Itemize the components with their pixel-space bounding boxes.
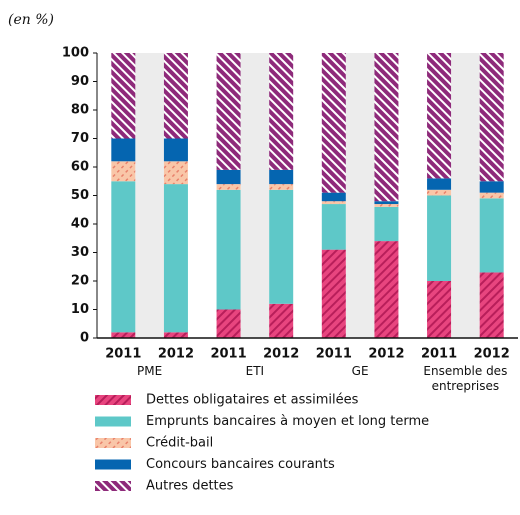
bar-segment (321, 53, 346, 193)
x-tick-label: 2012 (474, 347, 510, 362)
y-tick-label: 60 (71, 160, 89, 175)
unit-label: (en %) (8, 12, 54, 28)
bar-segment (427, 53, 452, 179)
legend-label: Concours bancaires courants (146, 457, 335, 472)
legend-swatch (95, 459, 131, 470)
group-label: ETI (245, 364, 265, 378)
bar-segment (321, 204, 346, 250)
bar-segment (163, 53, 188, 139)
bar-segment (216, 189, 241, 310)
bar-segment (479, 181, 504, 193)
y-tick-label: 80 (71, 103, 89, 118)
y-tick-label: 70 (71, 131, 89, 146)
bar-segment (269, 184, 294, 190)
bar-segment (111, 181, 136, 333)
legend-label: Crédit-bail (146, 436, 213, 451)
y-tick-label: 40 (71, 217, 89, 232)
y-tick-label: 30 (71, 245, 89, 260)
bar-segment (479, 53, 504, 182)
y-tick-label: 50 (71, 188, 89, 203)
legend-label: Autres dettes (146, 479, 234, 494)
background-band (345, 53, 375, 338)
legend-label: Emprunts bancaires à moyen et long terme (146, 414, 429, 429)
group-label: PME (137, 364, 163, 378)
background-band (451, 53, 480, 338)
bar-segment (479, 198, 504, 273)
x-tick-label: 2012 (368, 347, 404, 362)
bar-segment (427, 195, 452, 281)
bar-segment (321, 249, 346, 338)
x-tick-label: 2012 (263, 347, 299, 362)
bar-segment (216, 53, 241, 170)
bar-segment (374, 206, 399, 242)
legend-swatch (95, 438, 131, 448)
bar-segment (269, 53, 294, 170)
bar-segment (321, 192, 346, 202)
bar-segment (216, 184, 241, 190)
background-band (240, 53, 270, 338)
bar-segment (163, 161, 188, 185)
bar-segment (479, 272, 504, 338)
bar-segment (269, 169, 294, 185)
bar-segment (321, 201, 346, 205)
bar-segment (427, 178, 452, 190)
bar-segment (269, 303, 294, 338)
bar-segment (269, 189, 294, 304)
x-tick-label: 2011 (210, 347, 246, 362)
bar-segment (374, 53, 399, 202)
group-label: Ensemble des entreprises (423, 364, 508, 393)
x-tick-label: 2011 (421, 347, 457, 362)
bar-segment (163, 138, 188, 162)
bar-segment (111, 332, 136, 338)
y-tick-label: 100 (62, 46, 89, 61)
x-tick-label: 2012 (158, 347, 194, 362)
bar-segment (216, 169, 241, 185)
legend-label: Dettes obligataires et assimilées (146, 393, 359, 408)
y-tick-label: 90 (71, 74, 89, 89)
legend-swatch (95, 416, 131, 427)
bar-segment (374, 241, 399, 338)
bar-segment (427, 189, 452, 196)
bar-segment (479, 192, 504, 199)
x-tick-label: 2011 (316, 347, 352, 362)
bar-segment (111, 53, 136, 139)
y-tick-label: 0 (80, 331, 89, 346)
background-band (135, 53, 164, 338)
legend-swatch (95, 395, 131, 405)
bar-segment (427, 281, 452, 338)
legend-swatch (95, 481, 131, 491)
bar-segment (111, 161, 136, 182)
y-tick-label: 20 (71, 274, 89, 289)
group-label: GE (351, 364, 369, 378)
bar-segment (374, 201, 399, 205)
bar-segment (111, 138, 136, 162)
bar-segment (216, 309, 241, 338)
bar-segment (374, 204, 399, 207)
y-tick-label: 10 (71, 302, 89, 317)
x-tick-label: 2011 (105, 347, 141, 362)
bar-segment (163, 184, 188, 333)
bar-segment (163, 332, 188, 338)
